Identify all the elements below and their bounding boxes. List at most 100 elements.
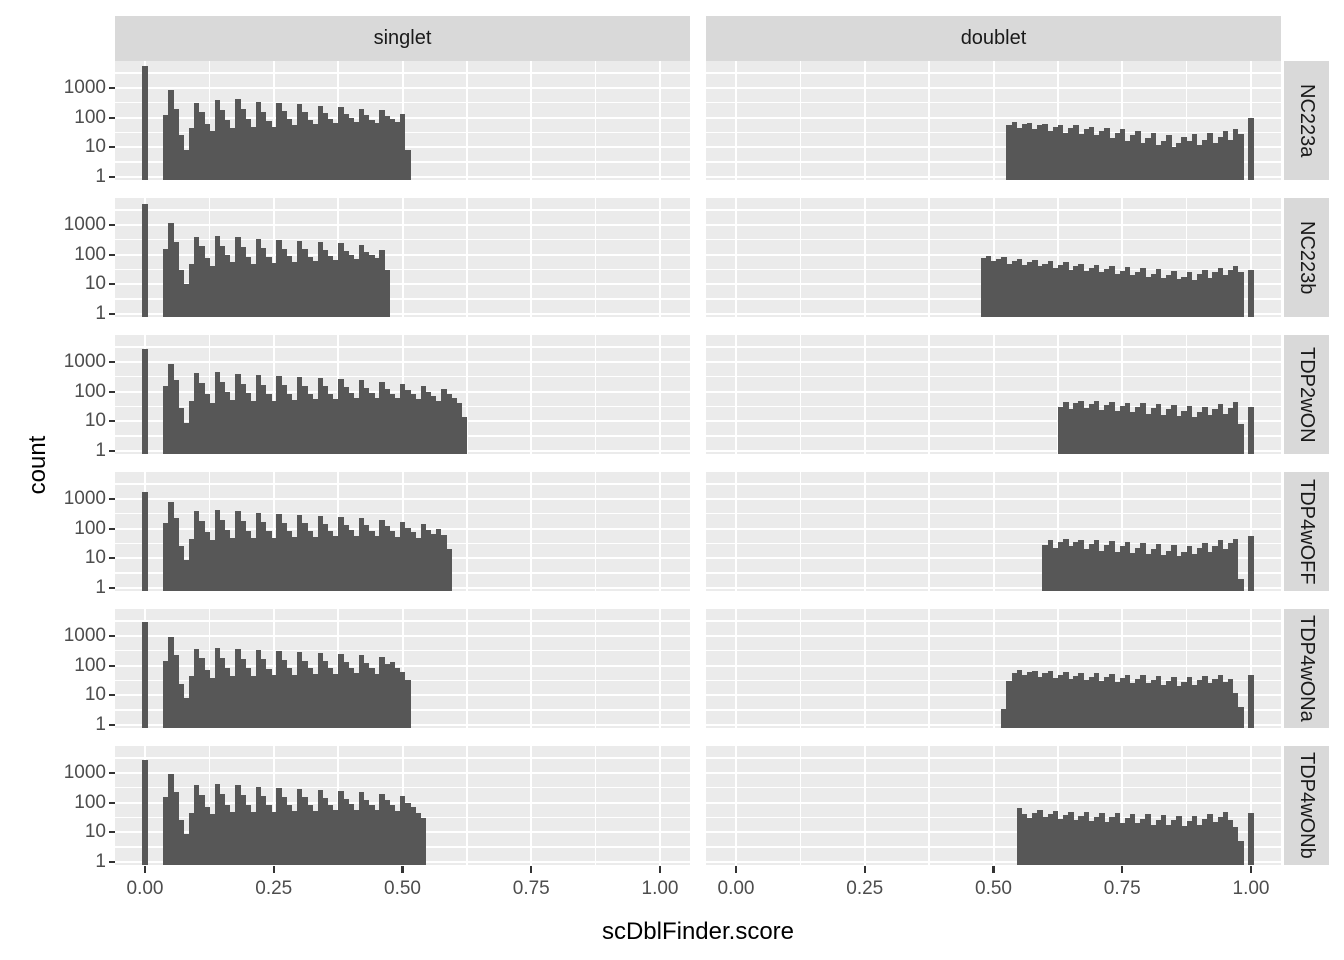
histogram-bar (1001, 257, 1007, 317)
histogram-bar (1135, 407, 1141, 454)
histogram-bar (1037, 125, 1043, 180)
histogram-bar (307, 668, 313, 728)
histogram-bar (302, 248, 308, 317)
histogram-bar (1037, 810, 1043, 865)
histogram-bar (343, 250, 349, 317)
histogram-bar (369, 668, 375, 728)
histogram-bar (266, 531, 272, 591)
histogram-bar (1068, 546, 1074, 591)
y-tick-mark (109, 557, 115, 560)
gridline-minor (799, 746, 802, 865)
histogram-bar (1083, 812, 1090, 865)
gridline-major (1250, 609, 1252, 728)
gridline-major (735, 198, 737, 317)
histogram-bar (317, 105, 324, 180)
gridline-minor (799, 472, 802, 591)
gridline-minor (466, 61, 468, 180)
histogram-bar (312, 810, 318, 865)
histogram-bar (302, 523, 308, 591)
histogram-bar (384, 663, 390, 728)
histogram-bar (1248, 535, 1254, 591)
histogram-bar (384, 800, 390, 865)
histogram-bar (193, 373, 200, 454)
gridline-minor (466, 472, 468, 591)
facet-strip-label: TDP4wONa (1296, 615, 1318, 722)
y-tick-label: 100 (74, 654, 106, 676)
histogram-bar (250, 675, 257, 728)
histogram-bar (1150, 133, 1157, 180)
x-tick-mark (658, 866, 662, 873)
histogram-bar (369, 254, 375, 317)
histogram-bar (332, 123, 339, 180)
histogram-bar (1166, 824, 1172, 865)
histogram-bar (296, 652, 303, 728)
histogram-bar (405, 150, 411, 180)
histogram-bar (1063, 262, 1069, 317)
histogram-bar (209, 266, 215, 317)
histogram-bar (1052, 126, 1059, 180)
histogram-bar (1032, 260, 1038, 317)
histogram-bar (312, 124, 318, 180)
histogram-bar (302, 797, 308, 865)
gridline-minor (337, 61, 339, 180)
histogram-bar (271, 127, 277, 180)
histogram-bar (1016, 670, 1023, 728)
histogram-bar (1150, 408, 1157, 454)
y-tick-mark (109, 176, 115, 179)
histogram-bar (291, 400, 298, 454)
histogram-bar (1202, 543, 1208, 591)
histogram-bar (250, 812, 257, 865)
histogram-bar (374, 673, 380, 728)
histogram-bar (1078, 400, 1084, 454)
gridline-minor (1185, 609, 1188, 728)
histogram-bar (1114, 274, 1121, 317)
histogram-bar (353, 809, 360, 865)
histogram-bar (420, 386, 427, 454)
histogram-bar (1212, 409, 1218, 454)
histogram-bar (240, 109, 246, 180)
histogram-bar (399, 672, 406, 728)
histogram-bar (245, 668, 251, 728)
histogram-bar (415, 399, 421, 454)
facet-strip-TDP2wON: TDP2wON (1284, 335, 1329, 454)
histogram-bar (1073, 403, 1079, 454)
histogram-bar (430, 396, 437, 454)
gridline-minor (1185, 61, 1188, 180)
histogram-bar (291, 262, 298, 317)
histogram-bar (405, 802, 411, 865)
histogram-bar (1145, 553, 1151, 591)
histogram-bar (1212, 822, 1218, 865)
y-tick-label: 10 (84, 136, 106, 158)
histogram-bar (379, 519, 385, 591)
histogram-bar (1032, 670, 1038, 728)
histogram-bar (332, 259, 339, 317)
histogram-bar (1068, 409, 1074, 454)
histogram-bar (384, 526, 390, 591)
facet-strip-TDP4wONb: TDP4wONb (1284, 746, 1329, 865)
histogram-bar (307, 119, 313, 180)
histogram-bar (322, 661, 329, 728)
histogram-bar (142, 492, 148, 591)
histogram-bar (327, 118, 334, 180)
histogram-bar (168, 363, 174, 454)
gridline-major (735, 609, 737, 728)
gridline-major (863, 472, 866, 591)
histogram-bar (1047, 540, 1054, 591)
histogram-bar (1181, 137, 1187, 180)
histogram-bar (188, 263, 195, 317)
histogram-bar (374, 397, 380, 454)
y-tick-mark (109, 497, 115, 501)
histogram-bar (276, 376, 282, 454)
histogram-bar (1088, 821, 1095, 865)
gridline-minor (594, 198, 597, 317)
facet-panel-NC223b-singlet (115, 198, 690, 317)
histogram-bar (1129, 813, 1136, 865)
histogram-bar (1202, 675, 1208, 728)
histogram-bar (229, 262, 236, 317)
histogram-bar (1150, 824, 1157, 865)
histogram-bar (435, 529, 442, 591)
histogram-bar (229, 812, 236, 865)
histogram-bar (415, 537, 421, 591)
gridline-major (272, 472, 275, 591)
histogram-bar (1166, 681, 1172, 728)
